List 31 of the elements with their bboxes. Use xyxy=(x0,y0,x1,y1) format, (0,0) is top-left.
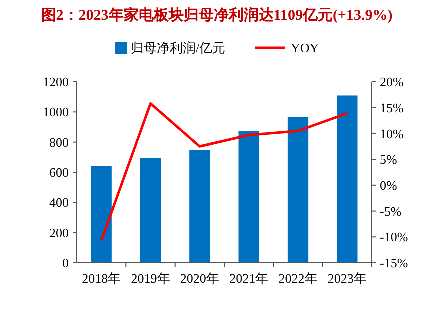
legend-label: 归母净利润/亿元 xyxy=(131,40,226,56)
bar xyxy=(190,150,210,263)
bar xyxy=(140,158,162,263)
y-tick-label: 1200 xyxy=(43,74,69,90)
bar xyxy=(238,131,260,263)
y2-tick-label: -5% xyxy=(380,204,402,219)
x-tick-label: 2020年 xyxy=(180,271,220,286)
y2-tick-label: -10% xyxy=(380,230,408,245)
legend-label: YOY xyxy=(291,40,320,56)
x-tick-label: 2019年 xyxy=(131,271,170,286)
y2-tick-label: 20% xyxy=(380,74,404,90)
y-tick-label: 0 xyxy=(62,256,69,271)
bar xyxy=(337,96,358,263)
line-series xyxy=(100,102,349,242)
x-tick-label: 2018年 xyxy=(82,271,122,286)
y-tick-label: 800 xyxy=(50,134,69,150)
y-tick-label: 200 xyxy=(50,225,69,240)
y2-tick-label: -15% xyxy=(380,256,408,271)
chart-title: 图2：2023年家电板块归母净利润达1109亿元(+13.9%) xyxy=(41,6,393,24)
x-tick-label: 2022年 xyxy=(278,271,318,286)
bar xyxy=(288,116,309,263)
y2-tick-label: 0% xyxy=(380,178,398,193)
bar xyxy=(91,166,112,263)
y2-tick-label: 5% xyxy=(380,152,398,168)
x-tick-label: 2023年 xyxy=(328,271,367,286)
y-tick-label: 600 xyxy=(50,165,69,180)
y2-tick-label: 15% xyxy=(380,100,404,116)
x-tick-label: 2021年 xyxy=(230,271,269,286)
y2-tick-label: 10% xyxy=(380,126,404,142)
y-tick-label: 400 xyxy=(50,195,69,210)
y-tick-label: 1000 xyxy=(43,104,69,120)
